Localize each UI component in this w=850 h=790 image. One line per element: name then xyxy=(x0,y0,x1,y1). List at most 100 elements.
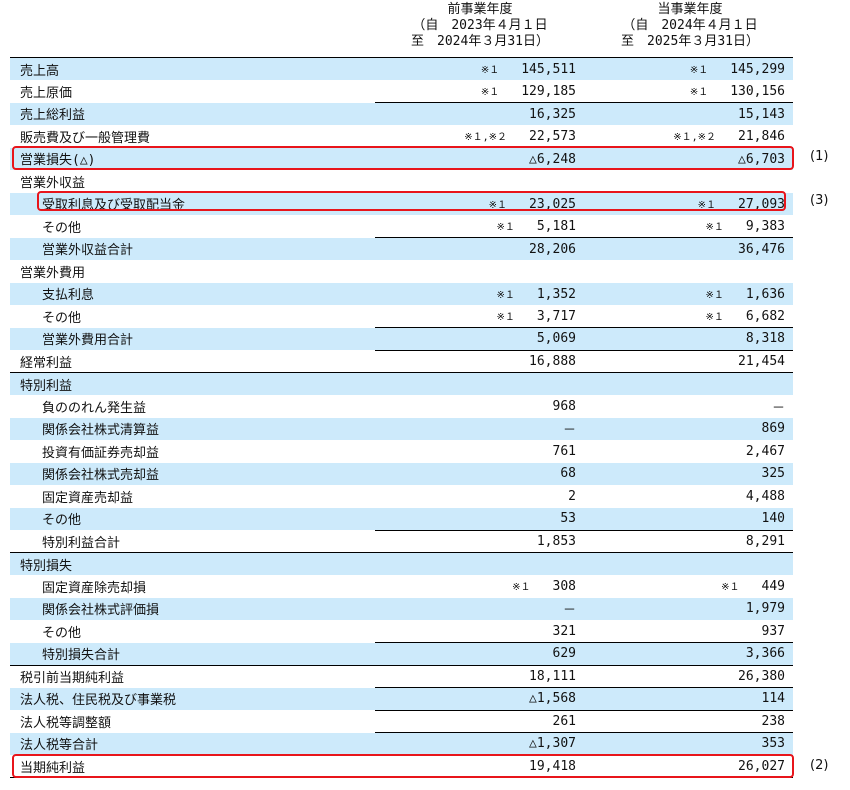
current-value: 114 xyxy=(761,691,785,707)
current-value-cell: 15,143 xyxy=(584,102,793,125)
row-label: その他 xyxy=(42,220,82,236)
row-label: 営業損失(△) xyxy=(10,147,375,170)
footnote-mark: ※１ xyxy=(705,222,724,233)
current-period-from: （自 2024年４月１日 xyxy=(622,18,758,33)
footnote-mark: ※１ xyxy=(480,65,500,76)
prior-value: 53 xyxy=(560,511,576,526)
table-row: 税引前当期純利益 18,111 26,380 xyxy=(10,664,793,688)
prior-value: 19,418 xyxy=(529,758,576,774)
table-row: 経常利益 16,888 21,454 xyxy=(10,349,793,373)
row-label: 営業外収益 xyxy=(20,175,86,191)
current-value: 21,846 xyxy=(738,129,785,144)
prior-value: 308 xyxy=(552,579,576,595)
table-row: 関係会社株式清算益 － 869 xyxy=(10,417,793,440)
prior-value-cell: 968 xyxy=(375,395,584,418)
row-label: 法人税等調整額 xyxy=(20,715,112,731)
prior-value: △6,248 xyxy=(529,151,576,167)
prior-value: － xyxy=(562,603,576,619)
current-value-cell: ※１ 1,636 xyxy=(584,282,793,305)
table-row: 固定資産除売却損 ※１ 308 ※１ 449 xyxy=(10,575,793,598)
prior-value: △1,568 xyxy=(529,691,576,707)
current-value: 449 xyxy=(761,579,785,595)
table-row: 営業損失(△) △6,248 △6,703 xyxy=(10,147,793,170)
prior-value: 5,181 xyxy=(536,219,576,234)
row-label: 特別利益合計 xyxy=(42,535,121,551)
current-value-cell: 21,454 xyxy=(584,349,793,373)
prior-value: 129,185 xyxy=(521,84,576,99)
footnote-mark: ※１ xyxy=(705,289,724,301)
current-value: 8,318 xyxy=(745,331,785,347)
current-value-cell: 26,380 xyxy=(584,664,793,688)
prior-value-cell: ※１ 145,511 xyxy=(375,57,584,80)
prior-period-title: 前事業年度 xyxy=(447,2,513,17)
current-value-cell: 140 xyxy=(584,507,793,530)
table-row: 法人税等合計 △1,307 353 xyxy=(10,732,793,755)
footnote-mark: ※１ xyxy=(496,222,515,233)
table-row: 投資有価証券売却益 761 2,467 xyxy=(10,440,793,463)
current-value: 1,636 xyxy=(745,286,785,302)
prior-value-cell: 28,206 xyxy=(375,237,584,260)
current-value-cell: 1,979 xyxy=(584,597,793,620)
table-row: 営業外費用合計 5,069 8,318 xyxy=(10,327,793,350)
current-value: 21,454 xyxy=(738,353,785,369)
prior-value-cell: ※１ 308 xyxy=(375,575,584,598)
highlight-net-income xyxy=(12,754,794,778)
prior-value-cell: 261 xyxy=(375,709,584,733)
row-label: その他 xyxy=(42,625,82,641)
prior-value: △1,307 xyxy=(529,736,576,752)
prior-value-cell: ※１ 5,181 xyxy=(375,215,584,238)
current-value-cell: 8,318 xyxy=(584,327,793,350)
row-label: 負ののれん発生益 xyxy=(42,400,147,416)
row-label: 売上総利益 xyxy=(10,102,375,125)
table-row: 特別利益合計 1,853 8,291 xyxy=(10,529,793,553)
footnote-mark: ※１ xyxy=(689,87,709,98)
current-value: 869 xyxy=(761,421,785,437)
row-label: 投資有価証券売却益 xyxy=(42,445,160,461)
row-label: 営業外費用 xyxy=(20,265,86,281)
row-label: 営業外収益合計 xyxy=(10,237,375,260)
table-row: 営業外収益合計 28,206 36,476 xyxy=(10,237,793,260)
row-label: 固定資産除売却損 xyxy=(42,580,147,596)
table-row: 売上原価 ※１ 129,185 ※１ 130,156 xyxy=(10,80,793,103)
table-row: その他 ※１ 3,717 ※１ 6,682 xyxy=(10,305,793,328)
prior-value: 28,206 xyxy=(529,241,576,257)
prior-value: 968 xyxy=(552,398,576,414)
row-label: 販売費及び一般管理費 xyxy=(20,130,151,146)
table-row: 法人税、住民税及び事業税 △1,568 114 xyxy=(10,687,793,710)
row-label: 売上高 xyxy=(10,57,375,80)
current-value-cell xyxy=(584,170,793,193)
current-value-cell xyxy=(584,552,793,575)
prior-value-cell: 2 xyxy=(375,485,584,508)
prior-value: 23,025 xyxy=(529,196,576,212)
prior-value-cell: ※１ 129,185 xyxy=(375,80,584,103)
current-value: 4,488 xyxy=(745,488,785,504)
prior-value-cell: 18,111 xyxy=(375,664,584,688)
current-value-cell: 937 xyxy=(584,620,793,643)
row-label: 関係会社株式評価損 xyxy=(10,597,375,620)
current-value: 26,027 xyxy=(738,758,785,774)
prior-period-from: （自 2023年４月１日 xyxy=(412,18,548,33)
prior-value: 321 xyxy=(552,623,576,639)
table-row: 売上高 ※１ 145,511 ※１ 145,299 xyxy=(10,57,793,80)
table-row: 営業外収益 xyxy=(10,170,793,193)
highlight-interest-dividend xyxy=(37,191,786,211)
table-row: 特別利益 xyxy=(10,372,793,395)
current-value: 2,467 xyxy=(745,443,785,459)
current-value-cell xyxy=(584,372,793,395)
footnote-mark: ※１ xyxy=(697,199,717,211)
footnote-mark: ※１,※２ xyxy=(464,132,508,143)
current-value-cell: 325 xyxy=(584,462,793,485)
current-value-cell: 3,366 xyxy=(584,642,793,665)
current-value-cell: 238 xyxy=(584,709,793,733)
current-value: 27,093 xyxy=(738,196,785,212)
footnote-mark: ※１ xyxy=(496,289,515,301)
prior-value: 5,069 xyxy=(536,331,576,347)
current-value-cell: ※１ 449 xyxy=(584,575,793,598)
current-value-cell: ※１ 9,383 xyxy=(584,215,793,238)
row-label: 特別損失 xyxy=(10,552,375,575)
row-label: 関係会社株式清算益 xyxy=(10,417,375,440)
current-period-header: 当事業年度 （自 2024年４月１日 至 2025年３月31日） xyxy=(585,2,795,50)
prior-value-cell: △6,248 xyxy=(375,147,584,170)
prior-value: 18,111 xyxy=(529,668,576,684)
table-row: 特別損失 xyxy=(10,552,793,575)
